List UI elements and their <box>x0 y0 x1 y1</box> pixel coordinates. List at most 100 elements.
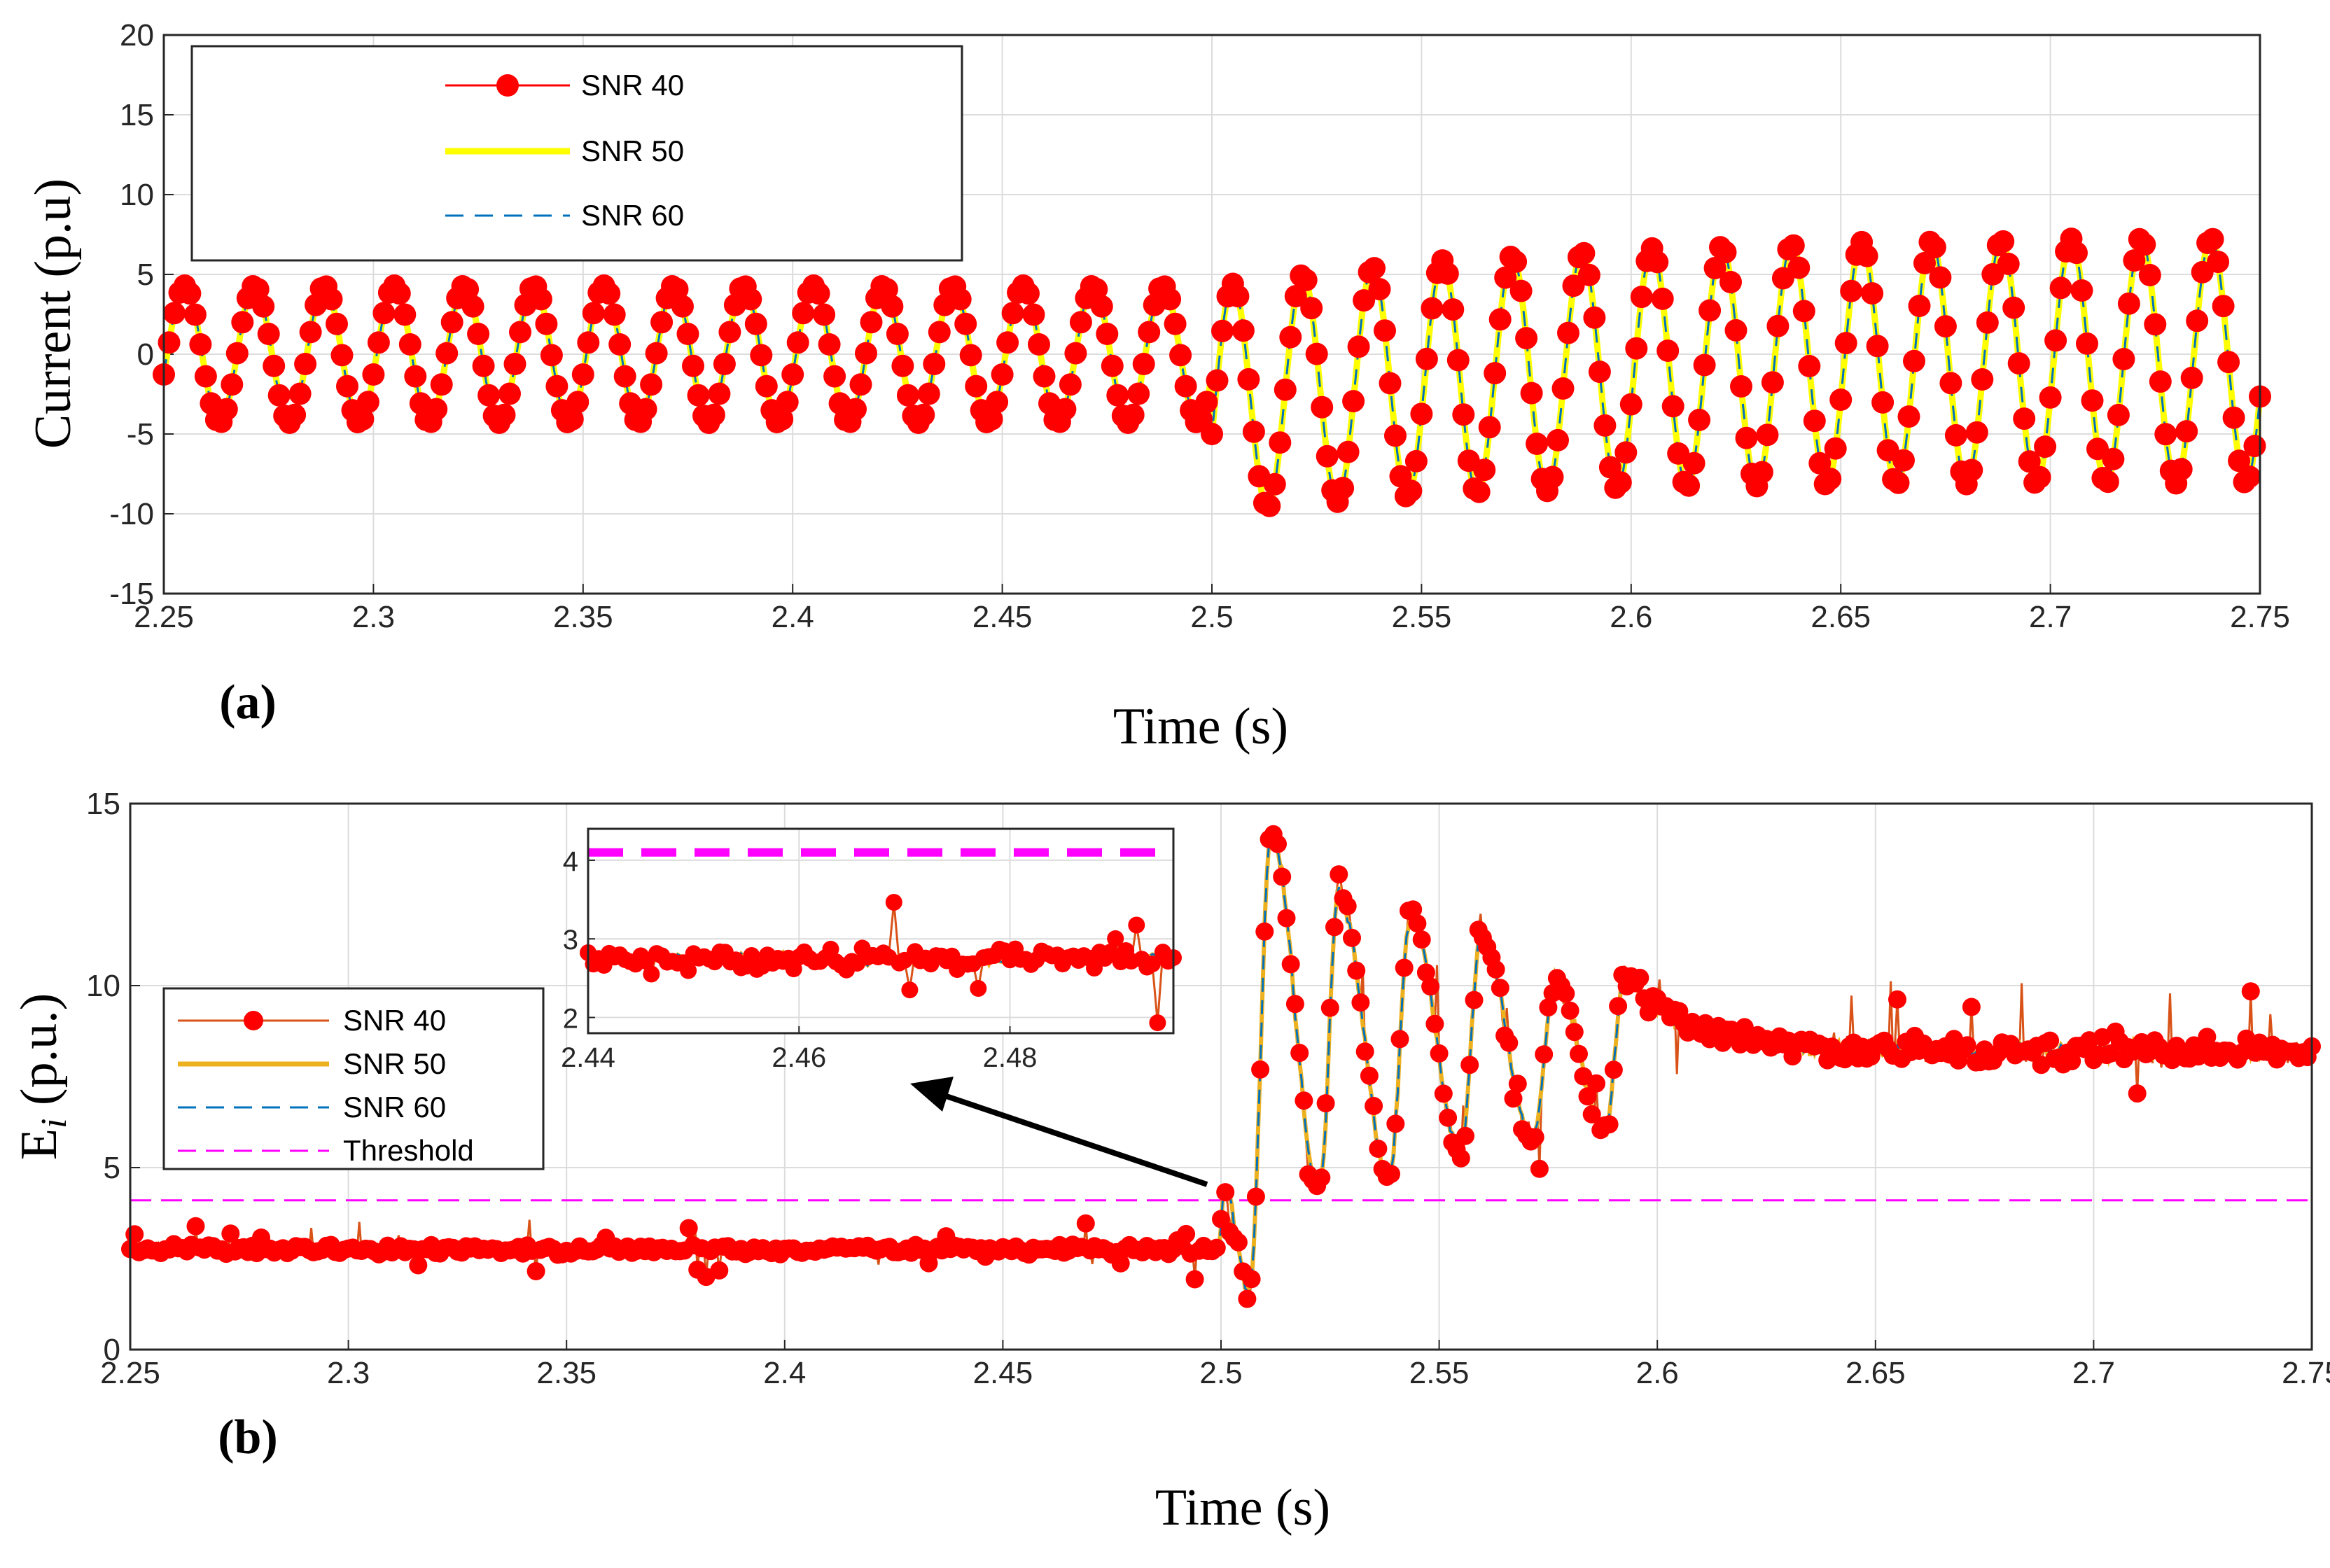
series-snr40-marker-a <box>529 288 552 311</box>
series-snr40-marker-a <box>1201 423 1223 445</box>
series-snr40-marker-b <box>1582 1105 1601 1124</box>
series-snr40-marker-a <box>1001 302 1024 325</box>
inset-snr40-marker <box>643 965 660 983</box>
series-snr40-marker-a <box>1798 355 1821 377</box>
series-snr40-marker-a <box>1971 368 1994 391</box>
series-snr40-marker-a <box>221 373 244 396</box>
panel-a-x-tick-label: 2.55 <box>1392 600 1452 634</box>
series-snr40-marker-a <box>1305 342 1328 365</box>
series-snr40-marker-a <box>1992 230 2015 253</box>
series-snr40-marker-a <box>1106 384 1129 407</box>
series-snr40-marker-a <box>2065 241 2088 265</box>
series-snr40-marker-a <box>2002 296 2025 319</box>
series-snr40-marker-a <box>1096 323 1119 345</box>
series-snr40-marker-a <box>1944 424 1967 447</box>
series-snr40-marker-a <box>875 278 898 301</box>
inset-background <box>588 829 1173 1033</box>
panel-a-axes-box <box>162 34 2261 595</box>
series-snr40-marker-b <box>1290 1044 1309 1063</box>
series-snr40-marker-b <box>1255 922 1274 941</box>
series-snr40-marker-a <box>634 398 657 421</box>
series-snr40-marker-a <box>1069 311 1092 334</box>
series-snr40-marker-a <box>263 354 286 377</box>
panel-a-x-tick-label: 2.6 <box>1610 600 1652 634</box>
series-snr40-marker-a <box>1263 472 1286 496</box>
panel-a-x-tick-label: 2.4 <box>772 600 814 634</box>
legend-b-marker-snr40 <box>244 1011 263 1030</box>
series-snr40-marker-b <box>1600 1115 1619 1134</box>
panel-b-chart: 2.252.32.352.42.452.52.552.62.652.72.75 … <box>11 787 2330 1536</box>
series-snr40-marker-a <box>1908 295 1931 317</box>
series-snr40-marker-a <box>2076 332 2098 355</box>
inset-axes-box <box>587 827 1175 1035</box>
series-snr40-marker-a <box>1311 396 1334 419</box>
series-snr40-marker-a <box>855 342 877 365</box>
series-snr40-marker-b <box>1500 1033 1519 1052</box>
series-snr40-marker-a <box>1488 308 1512 331</box>
series-snr40-marker-b <box>1465 990 1484 1009</box>
inset-snr40-marker <box>1143 955 1161 973</box>
series-snr40-marker-b <box>1631 968 1649 987</box>
series-snr40-marker-b <box>125 1225 144 1244</box>
series-snr40-marker-a <box>1269 431 1292 454</box>
series-snr40-marker-b <box>1281 955 1300 974</box>
series-snr40-marker-a <box>1505 250 1528 273</box>
panel-a-x-tick-label: 2.75 <box>2230 600 2290 634</box>
series-snr40-marker-a <box>676 323 699 345</box>
series-snr40-marker-a <box>1997 253 2020 275</box>
panel-a-legend: SNR 40 SNR 50 SNR 60 <box>190 45 963 262</box>
series-snr40-marker-a <box>356 391 379 414</box>
series-snr40-marker-a <box>2096 470 2119 493</box>
zoom-arrow-head <box>910 1077 954 1112</box>
series-snr40-marker-a <box>393 303 417 326</box>
series-snr40-marker-a <box>1750 461 1773 484</box>
series-snr40-marker-a <box>1913 251 1936 274</box>
series-snr40-marker-a <box>1404 449 1428 472</box>
series-snr40-marker-a <box>1787 256 1811 279</box>
series-snr40-marker-b <box>1421 977 1440 996</box>
series-snr40-marker-a <box>671 295 694 318</box>
series-snr40-marker-a <box>844 398 867 421</box>
series-snr40-marker-b <box>1526 1128 1544 1147</box>
panel-b-y-tick-label: 5 <box>104 1151 120 1185</box>
panel-a-y-tick-label: 5 <box>137 258 154 292</box>
series-snr40-marker-a <box>1541 465 1564 489</box>
series-snr40-marker-a <box>1494 266 1517 289</box>
inset-y-tick-label: 3 <box>563 925 578 955</box>
series-snr40-marker-a <box>288 382 312 405</box>
panel-b-y-tick-labels: 0 5 10 15 <box>86 787 120 1367</box>
series-snr40-marker-a <box>1939 372 1962 395</box>
legend-b-label-snr40: SNR 40 <box>343 1004 446 1037</box>
series-snr40-marker-a <box>1562 274 1585 298</box>
series-snr40-marker-b <box>1609 997 1628 1016</box>
series-snr40-marker-a <box>2039 386 2062 409</box>
inset-series-markers <box>580 894 1182 1032</box>
series-snr40-marker-a <box>1138 321 1161 344</box>
series-snr40-marker-a <box>1693 354 1716 377</box>
series-snr40-marker-a <box>2201 227 2224 251</box>
panel-b-x-tick-label: 2.65 <box>1846 1356 1906 1390</box>
series-snr40-marker-a <box>640 373 663 396</box>
series-snr40-marker-a <box>1237 368 1260 391</box>
series-snr40-marker-a <box>1892 449 1915 472</box>
panel-b-x-tick-label: 2.7 <box>2072 1356 2115 1390</box>
panel-a-x-tick-label: 2.35 <box>553 600 613 634</box>
series-snr40-marker-a <box>2228 449 2251 472</box>
series-snr40-marker-a <box>398 333 421 356</box>
series-snr40-marker-a <box>1374 319 1396 342</box>
series-snr40-marker-a <box>650 311 674 334</box>
series-snr40-marker-b <box>1386 1114 1405 1133</box>
panel-a-y-axis-label: Current (p.u) <box>25 178 82 449</box>
series-snr40-marker-b <box>1111 1254 1130 1273</box>
series-snr40-marker-a <box>326 312 348 335</box>
series-snr40-marker-a <box>1211 319 1234 342</box>
series-snr40-marker-a <box>1960 458 1983 482</box>
series-snr40-marker-a <box>2175 420 2198 443</box>
series-snr40-marker-b <box>1439 1108 1458 1127</box>
series-snr40-marker-b <box>1277 909 1296 927</box>
series-snr40-marker-a <box>776 391 799 414</box>
series-snr40-marker-a <box>2044 329 2067 352</box>
panel-b-x-tick-label: 2.6 <box>1636 1356 1679 1390</box>
series-snr40-marker-a <box>1520 382 1543 405</box>
series-snr40-marker-b <box>1962 997 1981 1016</box>
